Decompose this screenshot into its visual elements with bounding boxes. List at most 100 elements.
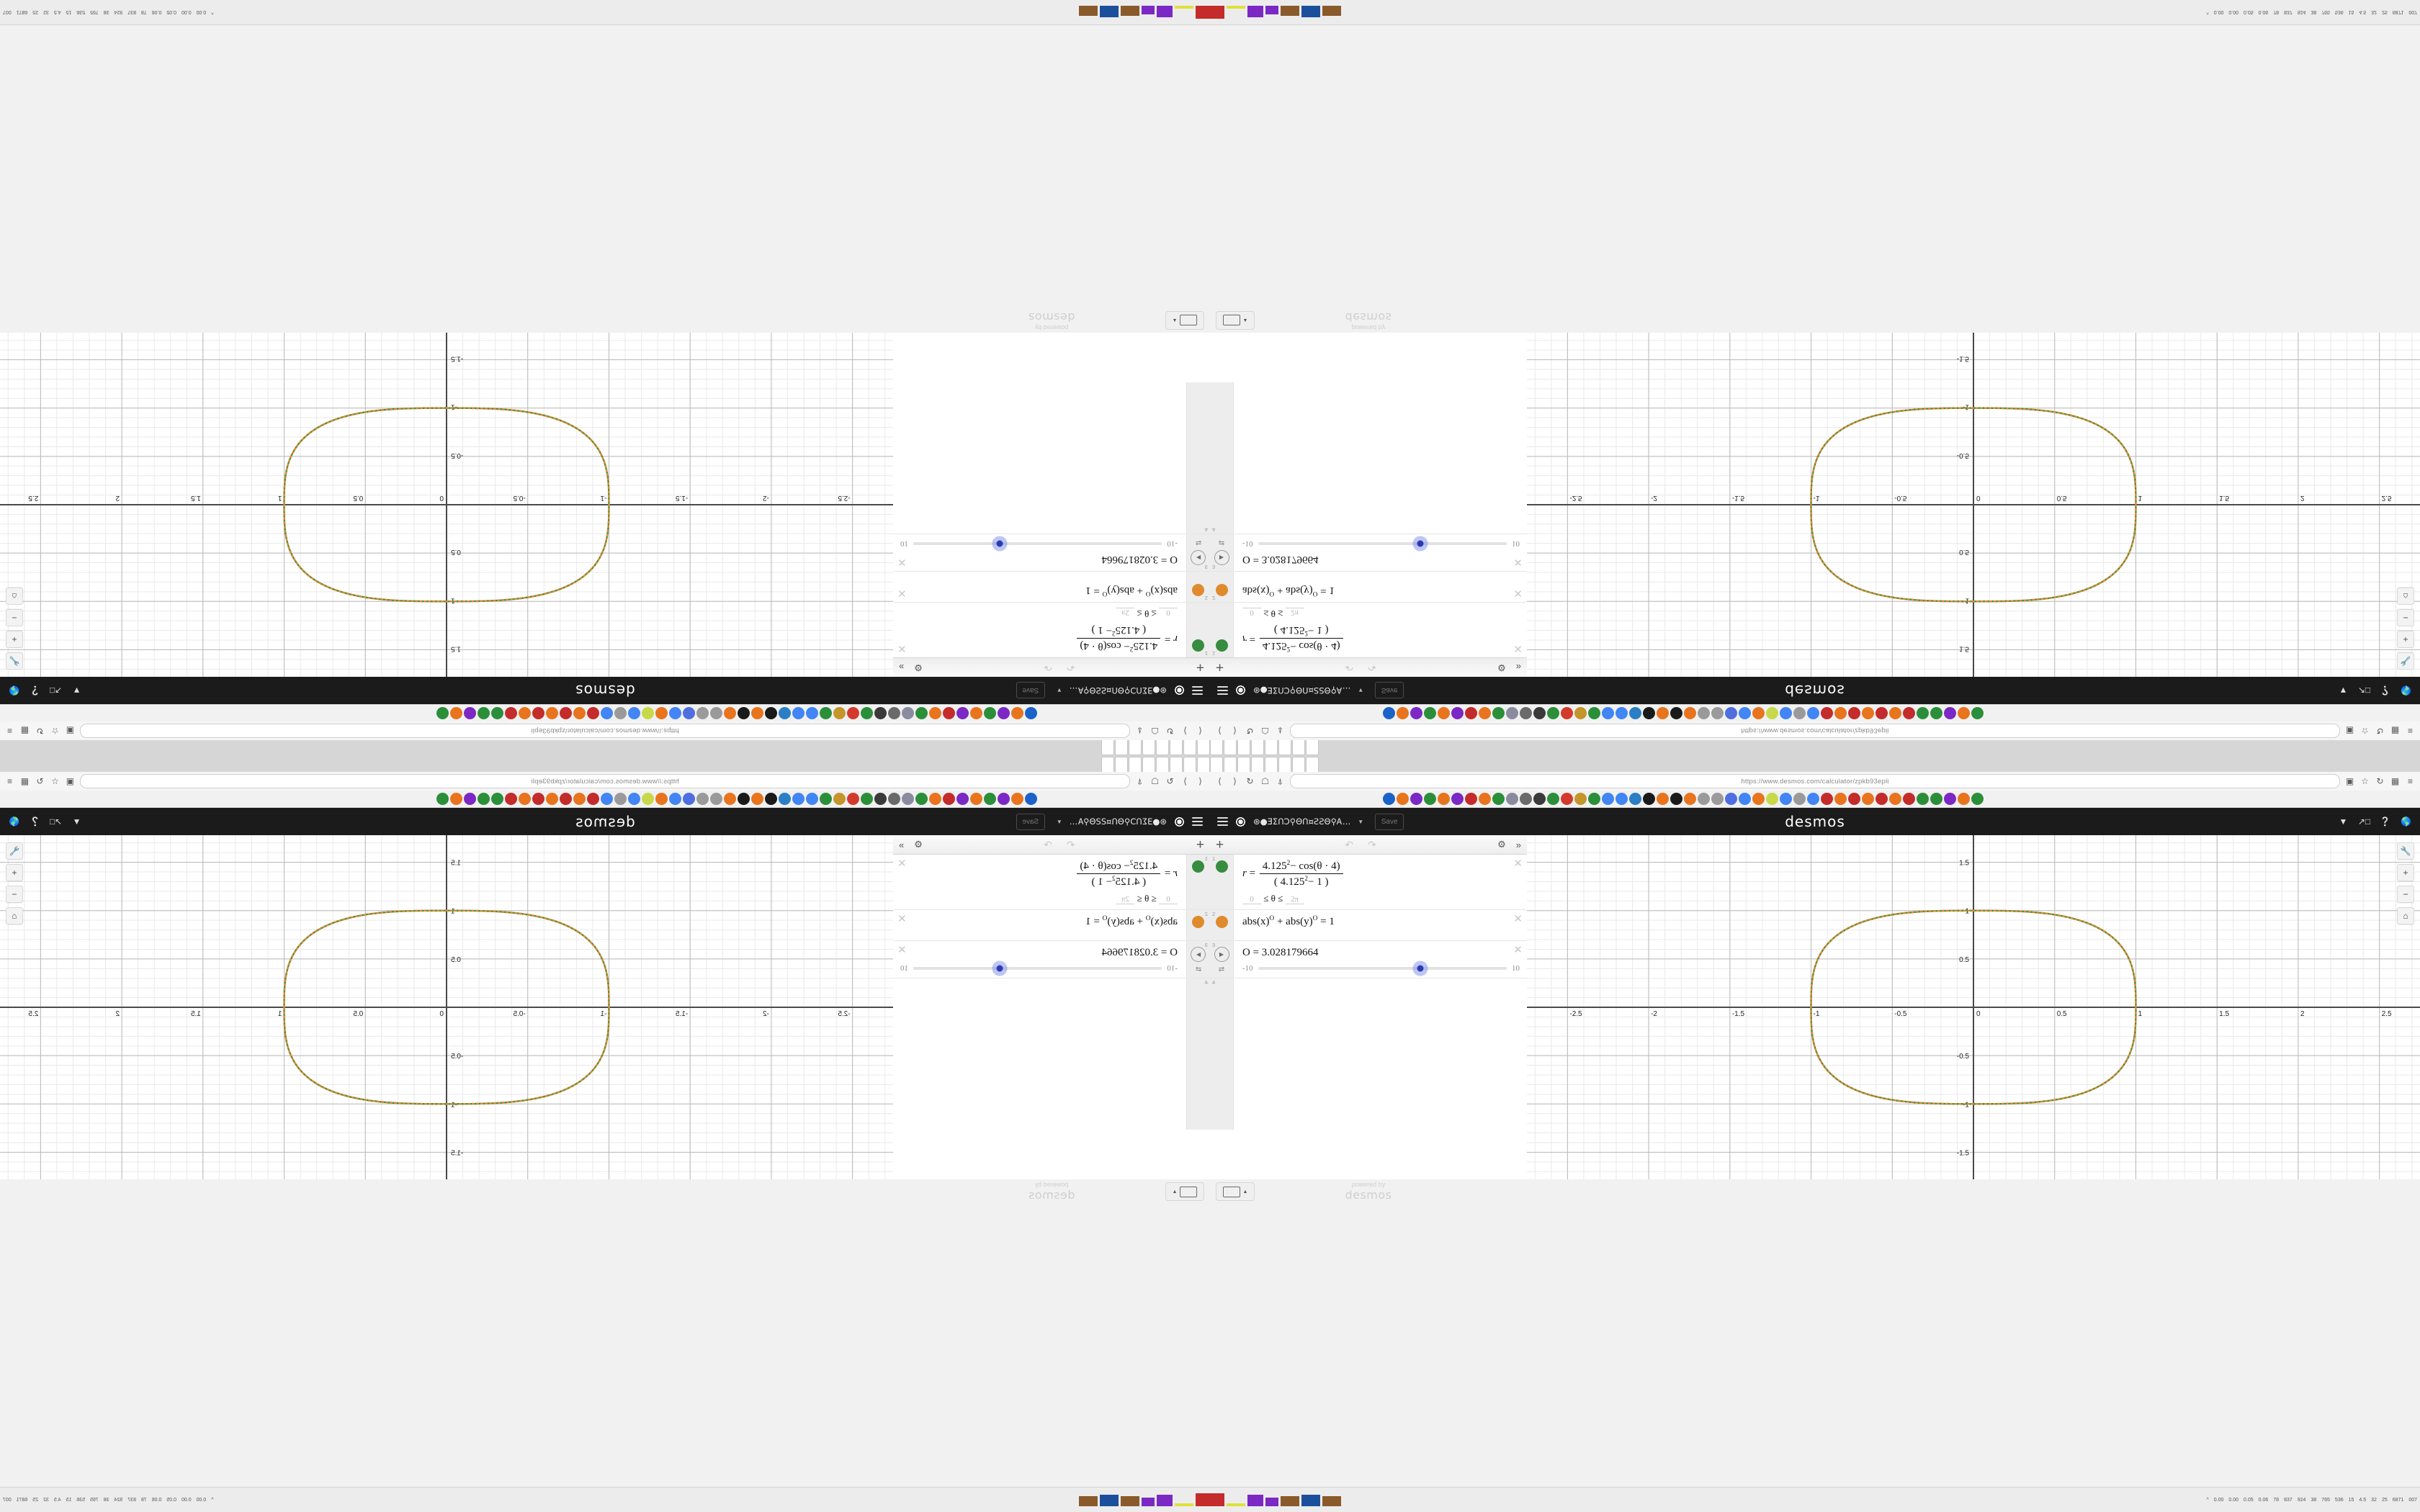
bookmark-favicon[interactable] (1657, 793, 1669, 805)
bookmark-favicon[interactable] (806, 707, 818, 719)
bookmark-favicon[interactable] (1793, 793, 1806, 805)
star-icon[interactable]: ☆ (2361, 776, 2369, 786)
swap-arrows-icon[interactable]: ⇄ (1195, 539, 1202, 546)
bookmark-favicon[interactable] (1958, 793, 1970, 805)
redo-arrow-icon[interactable]: ↷ (1368, 662, 1376, 674)
redo-arrow-icon[interactable]: ↷ (1044, 838, 1052, 850)
taskbar-thumbnail[interactable] (1265, 6, 1278, 14)
bookmark-favicon[interactable] (546, 707, 558, 719)
question-mark-icon[interactable]: ❔ (30, 685, 40, 696)
bookmark-favicon[interactable] (1848, 793, 1860, 805)
double-chevron-right-icon[interactable]: » (1515, 662, 1521, 673)
bookmark-favicon[interactable] (1698, 707, 1710, 719)
bookmark-favicon[interactable] (1465, 707, 1477, 719)
os-taskbar[interactable]: ^ 0.00 0.00 0.05 0.06 78 837 924 38 765 536 15 4.5 3… (0, 1487, 1210, 1512)
bookmark-favicon[interactable] (1574, 707, 1587, 719)
row-body[interactable]: ✕ abs(x)O + abs(y)O = 1 (893, 910, 1186, 940)
bookmark-favicon[interactable] (1903, 707, 1915, 719)
bookmark-favicon[interactable] (1698, 793, 1710, 805)
translate-icon[interactable]: ▣ (66, 776, 75, 786)
taskbar-thumbnail[interactable] (1265, 1498, 1278, 1506)
home-icon[interactable]: ⌂ (2397, 588, 2414, 605)
bookmark-favicon[interactable] (847, 793, 859, 805)
bookmark-favicon[interactable] (710, 793, 722, 805)
bookmark-favicon[interactable] (1506, 793, 1518, 805)
bookmark-favicon[interactable] (436, 793, 449, 805)
taskbar-thumbnail[interactable] (1142, 6, 1155, 14)
bookmark-favicon[interactable] (956, 793, 969, 805)
swap-arrows-icon[interactable]: ⇄ (1218, 966, 1225, 973)
bookmarks-bar[interactable] (1210, 791, 2420, 808)
bookmark-favicon[interactable] (984, 793, 996, 805)
taskbar-thumbnail[interactable] (1079, 1496, 1098, 1506)
close-x-icon[interactable]: ✕ (897, 913, 907, 925)
home-icon[interactable]: ☖ (1151, 776, 1159, 786)
home-icon[interactable]: ☖ (1261, 776, 1269, 786)
bookmark-favicon[interactable] (1533, 793, 1546, 805)
bookmark-favicon[interactable] (478, 707, 490, 719)
bookmark-favicon[interactable] (1025, 793, 1037, 805)
bookmark-favicon[interactable] (628, 793, 640, 805)
slider-track[interactable] (1258, 540, 1507, 547)
bookmark-favicon[interactable] (1711, 793, 1724, 805)
browser-tab[interactable] (1306, 757, 1319, 772)
bookmark-favicon[interactable] (587, 793, 599, 805)
share-icon[interactable]: ↗□ (2357, 685, 2371, 696)
slider-control[interactable]: -10 10 (1242, 964, 1520, 973)
globe-icon[interactable]: 🌎 (2401, 816, 2411, 827)
download-icon[interactable]: ⍋ (1277, 775, 1283, 786)
graph-title[interactable]: ⊛●ƎƩՈƆ⚲ΘՈ¤ƧƧΘ⚲Ꭺ… (1253, 816, 1351, 827)
add-expression-button[interactable]: + (1216, 660, 1224, 675)
home-icon[interactable]: ⌂ (6, 588, 23, 605)
graph-canvas[interactable]: -2.5 -2 -1.5 -1 -0.5 0.5 1 1.5 2 2.5 0 -1.5 -1 -0.5 0.… (1527, 333, 2420, 677)
add-expression-button[interactable]: + (1196, 837, 1204, 852)
close-x-icon[interactable]: ✕ (897, 642, 907, 654)
bookmark-favicon[interactable] (1438, 793, 1450, 805)
bookmark-favicon[interactable] (1410, 793, 1422, 805)
bookmark-favicon[interactable] (792, 793, 805, 805)
bookmark-favicon[interactable] (1397, 707, 1409, 719)
browser-tab[interactable] (1265, 740, 1278, 755)
bookmark-favicon[interactable] (491, 793, 503, 805)
bookmark-favicon[interactable] (724, 707, 736, 719)
green-curve-dot[interactable] (1192, 639, 1205, 652)
expression-row-3[interactable]: 3 ▶ ⇄ ✕ O = 3.028179664 -10 (1210, 941, 1527, 978)
orange-dotted-dot[interactable] (1215, 584, 1228, 596)
chevron-down-icon[interactable]: ▼ (1358, 818, 1364, 825)
home-icon[interactable]: ⌂ (6, 907, 23, 924)
chevron-down-icon[interactable]: ▼ (1056, 687, 1062, 694)
bookmark-favicon[interactable] (614, 707, 627, 719)
bookmark-favicon[interactable] (738, 707, 750, 719)
browser-tab[interactable] (1197, 740, 1210, 755)
bookmark-favicon[interactable] (765, 793, 777, 805)
domain-max[interactable]: 2π (1116, 895, 1135, 904)
close-x-icon[interactable]: ✕ (897, 587, 907, 599)
taskbar-thumbnail[interactable] (1175, 1503, 1193, 1506)
taskbar-thumbnail[interactable] (1121, 6, 1139, 16)
expression-row-1[interactable]: 1 ✕ r = 4.1252− cos(θ · 4) (1210, 855, 1527, 910)
graph-title[interactable]: ⊛●ƎƩՈƆ⚲ΘՈ¤ƧƧΘ⚲Ꭺ… (1069, 816, 1167, 827)
taskbar-thumbnail[interactable] (1079, 6, 1098, 16)
taskbar-thumbnail[interactable] (1322, 1496, 1341, 1506)
tab-list-icon[interactable]: ▦ (20, 726, 30, 736)
download-icon[interactable]: ⍋ (1277, 726, 1283, 737)
graph-canvas[interactable]: -2.5 -2 -1.5 -1 -0.5 0.5 1 1.5 2 2.5 0 -1.5 -1 -0.5 0.… (0, 835, 893, 1179)
bookmark-favicon[interactable] (1670, 707, 1682, 719)
download-icon[interactable]: ⍋ (1137, 775, 1143, 786)
gear-icon[interactable]: ⚙ (914, 662, 923, 673)
bookmark-favicon[interactable] (1958, 707, 1970, 719)
bookmark-favicon[interactable] (1011, 707, 1023, 719)
address-bar[interactable]: https://www.desmos.com/calculator/zpkb93… (1290, 724, 2340, 738)
bookmark-favicon[interactable] (1479, 707, 1491, 719)
browser-tab[interactable] (1170, 740, 1183, 755)
bookmark-favicon[interactable] (505, 707, 517, 719)
bookmark-favicon[interactable] (560, 707, 572, 719)
taskbar-thumbnails[interactable] (1073, 6, 1210, 19)
browser-tab[interactable] (1251, 740, 1264, 755)
bookmark-favicon[interactable] (1848, 707, 1860, 719)
zoom-out-button[interactable]: − (2397, 886, 2414, 903)
green-curve-dot[interactable] (1192, 860, 1205, 873)
close-x-icon[interactable]: ✕ (1513, 944, 1523, 956)
hamburger-menu-icon[interactable] (1217, 686, 1228, 695)
keyboard-button[interactable]: ▲ (1165, 311, 1204, 330)
